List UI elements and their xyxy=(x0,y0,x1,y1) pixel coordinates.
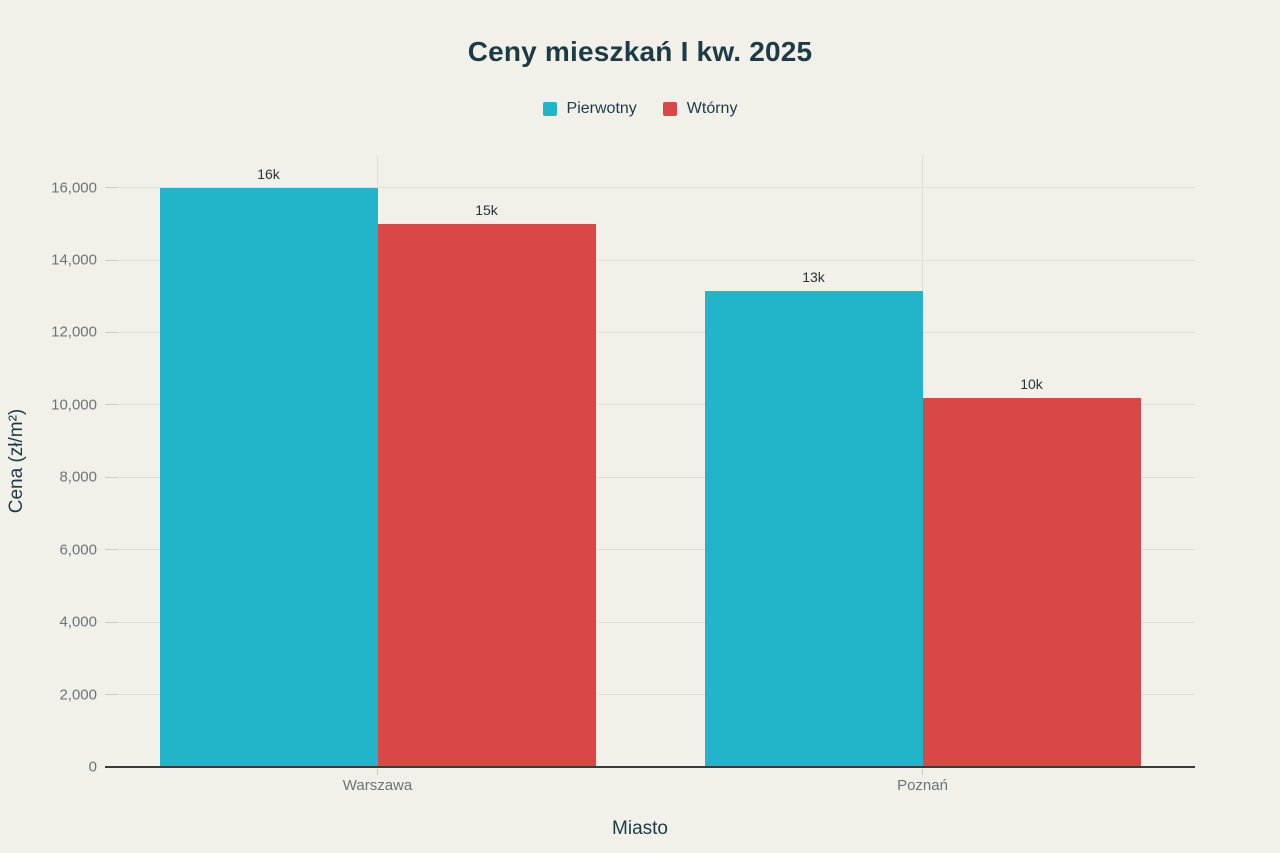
gridline-h xyxy=(105,621,1195,623)
y-tick-label: 0 xyxy=(88,758,97,776)
legend-label-pierwotny: Pierwotny xyxy=(566,100,637,117)
bar-poznań-pierwotny xyxy=(704,290,923,767)
x-tick-mark xyxy=(377,769,378,775)
chart-title: Ceny mieszkań I kw. 2025 xyxy=(467,36,813,67)
x-axis-line xyxy=(105,766,1195,768)
y-axis-title: Cena (zł/m²) xyxy=(6,408,27,514)
y-tick-mark xyxy=(105,331,117,333)
y-tick-label: 4,000 xyxy=(59,613,97,631)
gridline-h xyxy=(105,331,1195,333)
gridline-h xyxy=(105,404,1195,406)
gridline-h xyxy=(105,476,1195,478)
y-tick-mark xyxy=(105,259,117,261)
y-tick-label: 16,000 xyxy=(51,179,97,197)
y-tick-mark xyxy=(105,621,117,623)
legend: Pierwotny Wtórny xyxy=(0,100,1280,118)
legend-label-wtorny: Wtórny xyxy=(686,100,738,117)
x-tick-mark xyxy=(922,769,923,775)
gridline-h xyxy=(105,259,1195,261)
y-tick-mark xyxy=(105,476,117,478)
legend-item-pierwotny: Pierwotny xyxy=(542,100,637,118)
legend-swatch-wtorny xyxy=(662,102,677,116)
y-tick-mark xyxy=(105,549,117,551)
gridline-h xyxy=(105,694,1195,696)
x-tick-label: Poznań xyxy=(897,777,948,794)
legend-item-wtorny: Wtórny xyxy=(662,100,738,118)
bar-value-label: 15k xyxy=(475,201,498,218)
y-tick-label: 2,000 xyxy=(59,686,97,704)
y-tick-mark xyxy=(105,404,117,406)
y-tick-label: 10,000 xyxy=(51,396,97,414)
y-tick-label: 14,000 xyxy=(51,251,97,269)
bar-warszawa-wtórny xyxy=(377,223,596,767)
legend-swatch-pierwotny xyxy=(542,102,557,116)
bar-value-label: 10k xyxy=(1020,375,1043,392)
y-tick-mark xyxy=(105,187,117,189)
x-axis-title: Miasto xyxy=(612,818,668,839)
y-tick-label: 12,000 xyxy=(51,323,97,341)
y-tick-label: 8,000 xyxy=(59,468,97,486)
gridline-h xyxy=(105,549,1195,551)
bar-warszawa-pierwotny xyxy=(159,187,378,767)
bar-value-label: 16k xyxy=(257,165,280,182)
x-tick-label: Warszawa xyxy=(342,777,413,794)
bar-poznań-wtórny xyxy=(922,397,1141,767)
bar-value-label: 13k xyxy=(802,268,825,285)
y-tick-label: 6,000 xyxy=(59,541,97,559)
y-tick-mark xyxy=(105,694,117,696)
gridline-h xyxy=(105,187,1195,189)
plot-area: 0 2,000 4,000 6,000 8,000 10,000 12,000 14,000 1… xyxy=(51,155,1195,794)
